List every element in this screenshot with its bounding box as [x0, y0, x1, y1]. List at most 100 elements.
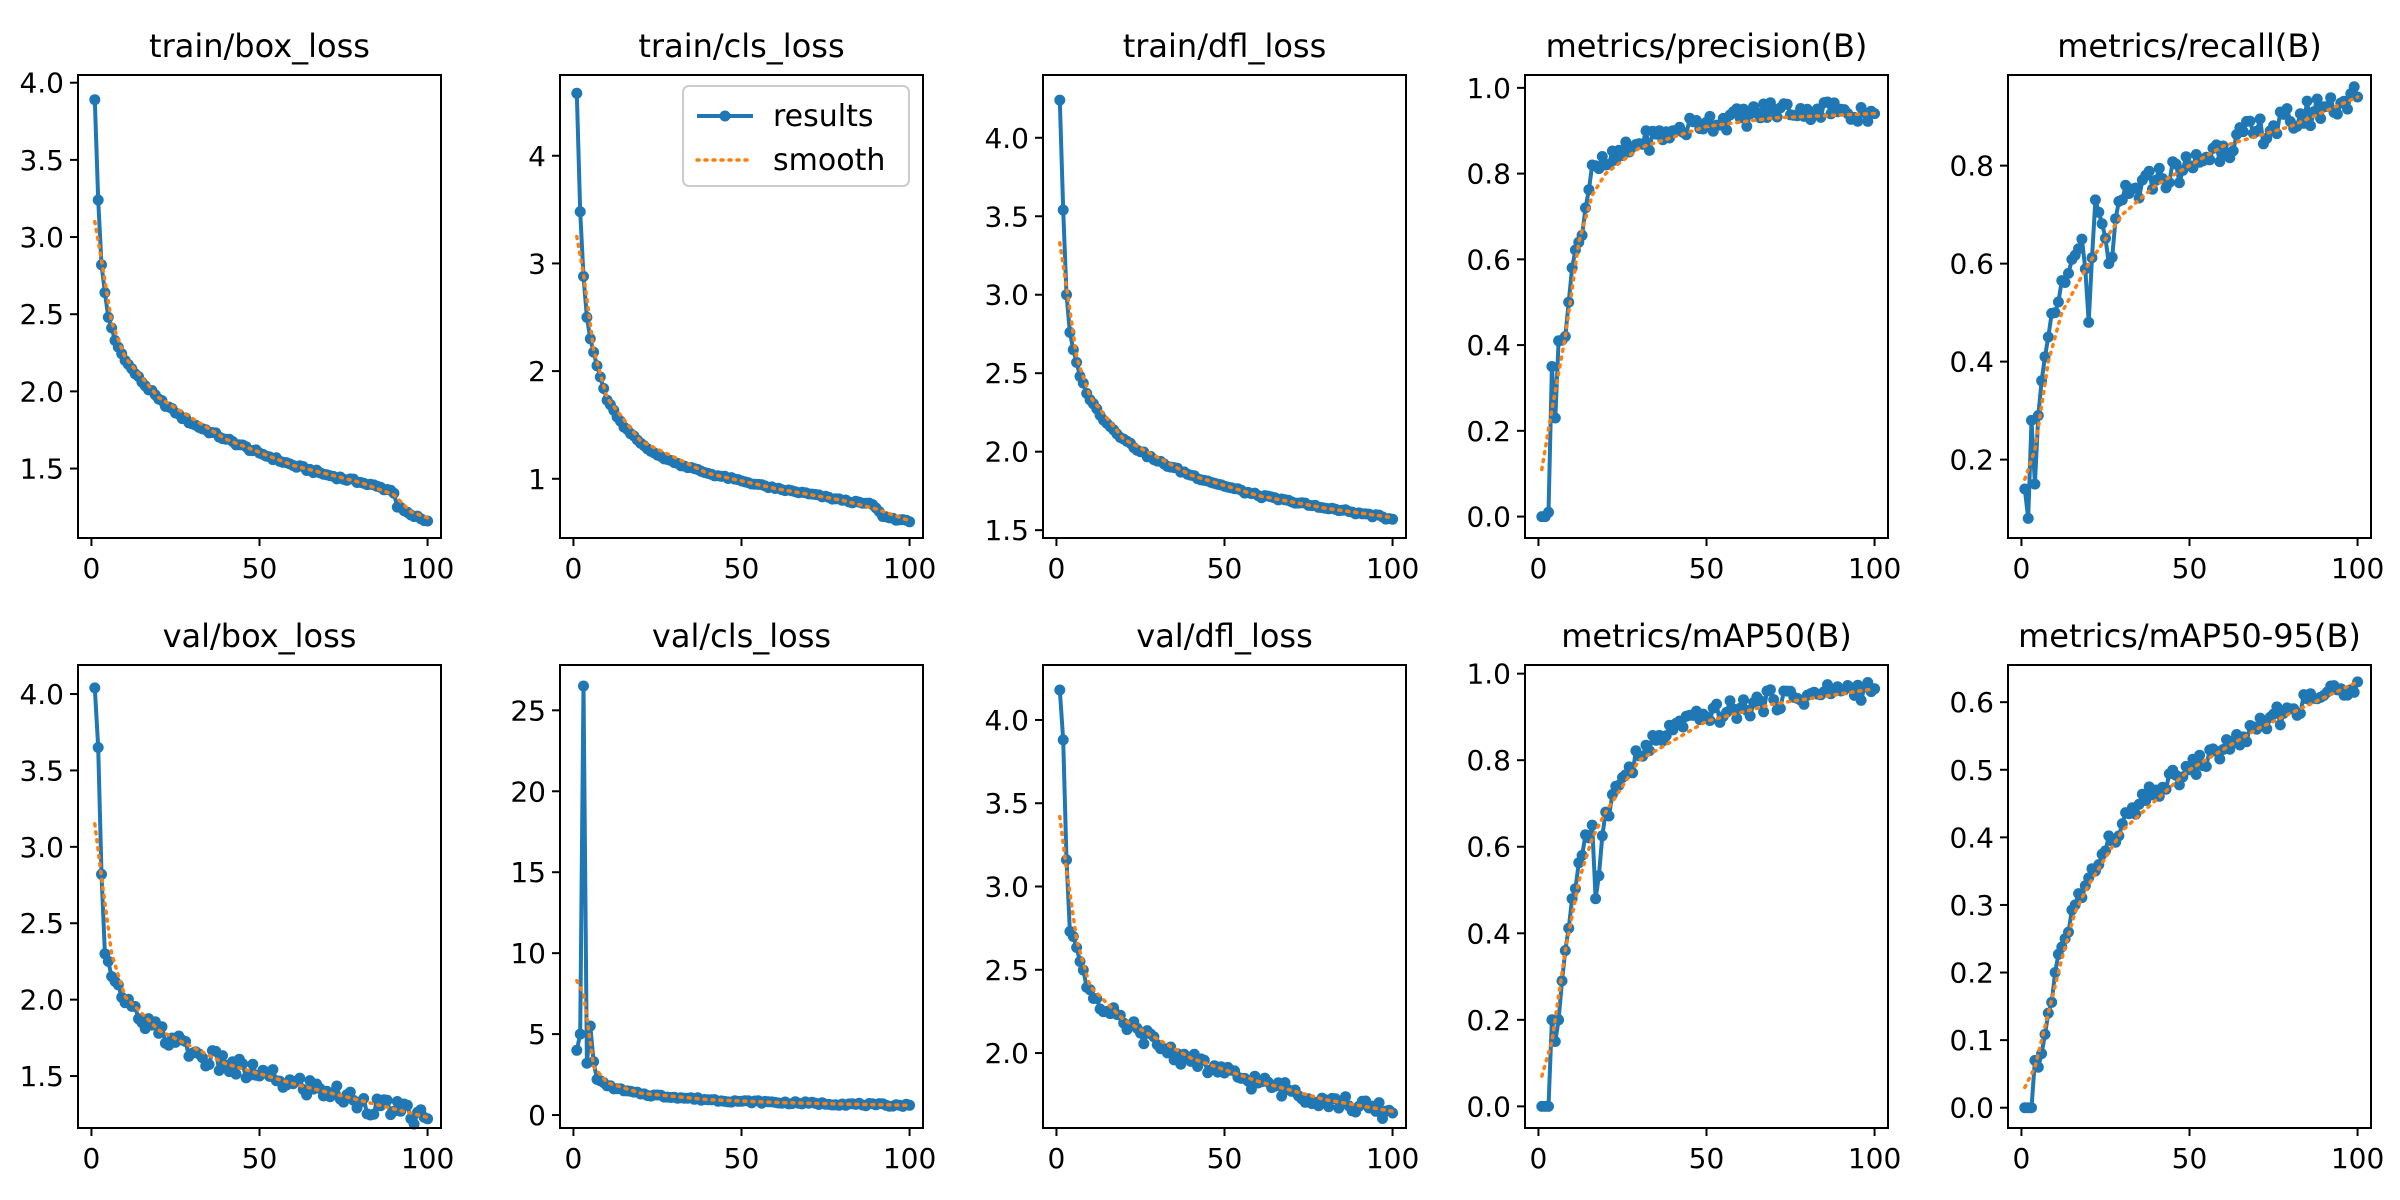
- subplot-title: val/box_loss: [163, 617, 357, 655]
- y-tick-label: 3.5: [19, 144, 64, 177]
- results-point: [1590, 893, 1602, 905]
- results-point: [1869, 683, 1881, 695]
- y-tick-label: 3.5: [19, 754, 64, 787]
- results-point: [1340, 1091, 1351, 1103]
- y-tick-label: 1: [528, 463, 546, 496]
- y-tick-label: 4.0: [984, 122, 1029, 155]
- results-point: [1704, 110, 1716, 122]
- subplot: train/box_loss 0 50 100 1.5 2.0 2.5 3.0 3.5 4.0: [19, 27, 454, 585]
- results-point: [2274, 719, 2286, 731]
- y-tick-label: 2: [528, 355, 546, 388]
- results-point: [267, 1064, 279, 1076]
- legend-label-results: results: [773, 99, 874, 134]
- y-tick-label: 0.6: [1466, 243, 1511, 276]
- x-tick-label: 100: [401, 1142, 454, 1175]
- y-tick-label: 0.4: [1466, 917, 1511, 950]
- results-point: [1761, 112, 1773, 123]
- results-point: [92, 742, 104, 753]
- results-point: [2143, 165, 2155, 177]
- results-point: [1387, 1107, 1399, 1119]
- results-point: [408, 1118, 420, 1130]
- x-tick-label: 100: [1848, 1142, 1901, 1175]
- smooth-series-line: [1540, 687, 1877, 1078]
- y-tick-label: 0.0: [1466, 501, 1511, 534]
- subplot-title: metrics/mAP50(B): [1561, 617, 1852, 655]
- results-point: [1643, 144, 1655, 156]
- results-point: [2032, 410, 2044, 421]
- legend-results-marker: [719, 110, 731, 122]
- results-point: [2096, 218, 2108, 230]
- results-point: [1774, 703, 1786, 714]
- results-point: [2063, 267, 2074, 279]
- results-point: [1754, 695, 1766, 707]
- x-tick-label: 100: [2331, 552, 2384, 585]
- results-point: [2342, 103, 2353, 115]
- results-point: [1054, 684, 1066, 696]
- results-point: [1596, 830, 1608, 842]
- smooth-series-line: [2023, 680, 2360, 1090]
- y-tick-label: 2.0: [19, 375, 64, 408]
- results-point: [1781, 98, 1793, 110]
- y-tick-label: 15: [510, 856, 546, 889]
- results-point: [2106, 251, 2118, 263]
- x-tick-label: 0: [1048, 1142, 1066, 1175]
- results-point: [1764, 684, 1776, 696]
- subplot: metrics/recall(B) 0 50 100 0.2 0.4 0.6 0.8: [1949, 27, 2384, 585]
- results-point: [2052, 296, 2064, 308]
- results-point: [1852, 115, 1864, 127]
- y-tick-label: 5: [528, 1018, 546, 1051]
- x-tick-label: 50: [242, 1142, 278, 1175]
- results-point: [2200, 761, 2212, 772]
- y-tick-label: 0.0: [1949, 1092, 1994, 1125]
- results-point: [2039, 1028, 2051, 1040]
- results-point: [99, 287, 111, 299]
- results-point: [1734, 112, 1746, 124]
- results-point: [217, 1050, 228, 1062]
- results-point: [1758, 706, 1770, 718]
- x-tick-label: 0: [1530, 1142, 1548, 1175]
- subplot: metrics/precision(B) 0 50 100 0.0 0.2 0.4 0.6 0.…: [1466, 27, 1901, 585]
- y-tick-label: 2.5: [984, 357, 1029, 390]
- y-tick-label: 0.8: [1949, 150, 1994, 183]
- x-tick-label: 100: [883, 1142, 936, 1175]
- results-point: [1593, 870, 1605, 882]
- results-point: [1741, 120, 1753, 132]
- x-tick-label: 50: [242, 552, 278, 585]
- subplot-title: metrics/precision(B): [1546, 27, 1868, 65]
- results-point: [2244, 115, 2256, 127]
- results-point: [1323, 1101, 1335, 1113]
- y-tick-label: 0.6: [1949, 248, 1994, 281]
- results-point: [2237, 126, 2249, 138]
- y-tick-label: 2.5: [984, 954, 1029, 987]
- results-point: [578, 680, 589, 692]
- x-tick-label: 100: [1366, 552, 1419, 585]
- results-point: [96, 259, 107, 271]
- y-tick-label: 2.0: [19, 984, 64, 1017]
- x-tick-label: 50: [724, 1142, 760, 1175]
- x-tick-label: 0: [2013, 1142, 2031, 1175]
- x-tick-label: 100: [2331, 1142, 2384, 1175]
- results-point: [2042, 331, 2054, 343]
- subplot-title: train/dfl_loss: [1123, 27, 1327, 65]
- y-tick-label: 0.6: [1949, 686, 1994, 719]
- subplot: metrics/mAP50-95(B) 0 50 100 0.0 0.1 0.2 0.3 0.4…: [1949, 617, 2384, 1175]
- y-tick-label: 0.2: [1949, 957, 1994, 990]
- results-point: [2029, 478, 2041, 490]
- results-point: [2331, 108, 2343, 120]
- results-point: [2059, 277, 2071, 288]
- y-tick-label: 1.0: [1466, 658, 1511, 691]
- results-point: [1855, 694, 1867, 706]
- y-tick-label: 0.8: [1466, 744, 1511, 777]
- smooth-series-line: [1540, 111, 1877, 472]
- results-point: [574, 1028, 586, 1040]
- results-point: [2214, 753, 2226, 765]
- y-tick-label: 0.0: [1466, 1090, 1511, 1123]
- y-tick-label: 0.3: [1949, 889, 1994, 922]
- results-point: [571, 1044, 583, 1056]
- results-point: [2224, 743, 2236, 755]
- results-point: [1583, 184, 1595, 196]
- y-tick-label: 3.0: [19, 221, 64, 254]
- results-point: [1543, 506, 1554, 518]
- smooth-series-line: [93, 822, 430, 1120]
- smooth-series-line: [1058, 814, 1395, 1114]
